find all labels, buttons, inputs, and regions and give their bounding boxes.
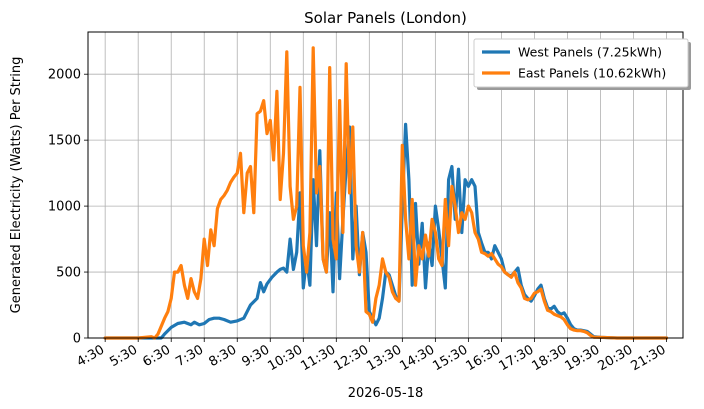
- y-tick-label: 1500: [48, 134, 81, 149]
- series-group: [103, 46, 669, 340]
- plot-frame: [87, 31, 684, 339]
- legend-label: West Panels (7.25kWh): [518, 45, 662, 60]
- legend-box: [473, 38, 689, 88]
- legend: West Panels (7.25kWh) East Panels (10.62k…: [473, 38, 691, 90]
- east-panels-line: [103, 46, 669, 340]
- y-tick-label: 2000: [48, 68, 81, 83]
- y-axis-title: Generated Electricity (Watts) Per String: [9, 57, 24, 314]
- chart-title: Solar Panels (London): [304, 9, 467, 27]
- x-axis-title: 2026-05-18: [348, 386, 424, 401]
- y-tick-label: 0: [73, 332, 81, 347]
- legend-label: East Panels (10.62kWh): [518, 66, 666, 81]
- y-tick-label: 1000: [48, 200, 81, 215]
- y-tick-label: 500: [56, 266, 81, 281]
